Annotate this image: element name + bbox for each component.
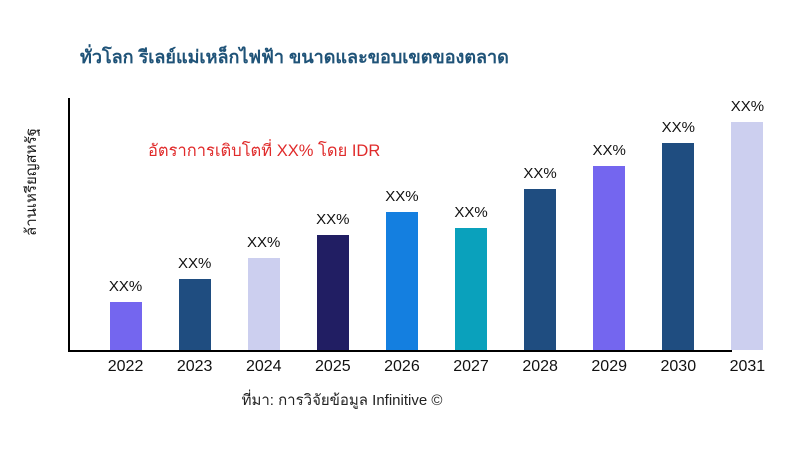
bar-2030 <box>662 143 695 350</box>
chart-title: ทั่วโลก รีเลย์แม่เหล็กไฟฟ้า ขนาดและขอบเข… <box>80 47 509 67</box>
bar-value-label-2028: XX% <box>523 165 557 182</box>
bar-2027 <box>455 228 488 350</box>
plot-area: XX% 2022 XX% 2023 XX% 2024 XX% 2025 XX% 2026 XX% 20… <box>68 98 782 375</box>
y-axis-line <box>68 98 70 352</box>
bar-value-label-2026: XX% <box>385 188 419 205</box>
x-tick-2022: 2022 <box>107 358 144 375</box>
bar-value-label-2023: XX% <box>177 255 212 272</box>
bar-value-label-2029: XX% <box>592 142 626 159</box>
bar-2029 <box>593 166 626 350</box>
bar-value-label-2025: XX% <box>316 211 350 228</box>
bar-value-label-2030: XX% <box>661 119 695 136</box>
bar-group-2031: XX% 2031 <box>713 98 782 375</box>
bar-2028 <box>524 189 557 350</box>
growth-annotation: อัตราการเติบโตที่ XX% โดย IDR <box>148 142 381 160</box>
x-tick-2025: 2025 <box>315 358 351 375</box>
bar-group-2025: XX% 2025 <box>298 98 367 375</box>
x-tick-2023: 2023 <box>176 358 213 375</box>
x-tick-2027: 2027 <box>453 358 489 375</box>
y-axis-label: ล้านเหรียญสหรัฐ <box>23 128 40 236</box>
source-note: ที่มา: การวิจัยข้อมูล Infinitive © <box>241 392 443 409</box>
x-tick-2028: 2028 <box>522 358 558 375</box>
bar-2025 <box>316 235 349 350</box>
bar-group-2030: XX% 2030 <box>644 98 713 375</box>
bar-value-label-2024: XX% <box>247 234 281 251</box>
bar-group-2027: XX% 2027 <box>436 98 505 375</box>
x-tick-2026: 2026 <box>384 358 420 375</box>
bar-group-2026: XX% 2026 <box>367 98 436 375</box>
x-axis-line <box>68 350 732 352</box>
bar-group-2022: XX% 2022 <box>91 98 160 375</box>
x-tick-2030: 2030 <box>660 358 697 375</box>
x-tick-2029: 2029 <box>591 358 627 375</box>
bar-2023 <box>178 279 211 350</box>
bar-group-2029: XX% 2029 <box>575 98 644 375</box>
x-tick-2031: 2031 <box>729 358 766 375</box>
bar-group-2024: XX% 2024 <box>229 98 298 375</box>
bar-value-label-2022: XX% <box>108 278 143 295</box>
bar-value-label-2031: XX% <box>730 98 765 115</box>
bar-group-2028: XX% 2028 <box>506 98 575 375</box>
bar-2031 <box>731 122 764 350</box>
x-tick-2024: 2024 <box>245 358 282 375</box>
bar-2026 <box>385 212 418 350</box>
bar-group-2023: XX% 2023 <box>160 98 229 375</box>
bar-2022 <box>109 302 142 350</box>
bar-value-label-2027: XX% <box>454 204 488 221</box>
bar-2024 <box>247 258 280 350</box>
